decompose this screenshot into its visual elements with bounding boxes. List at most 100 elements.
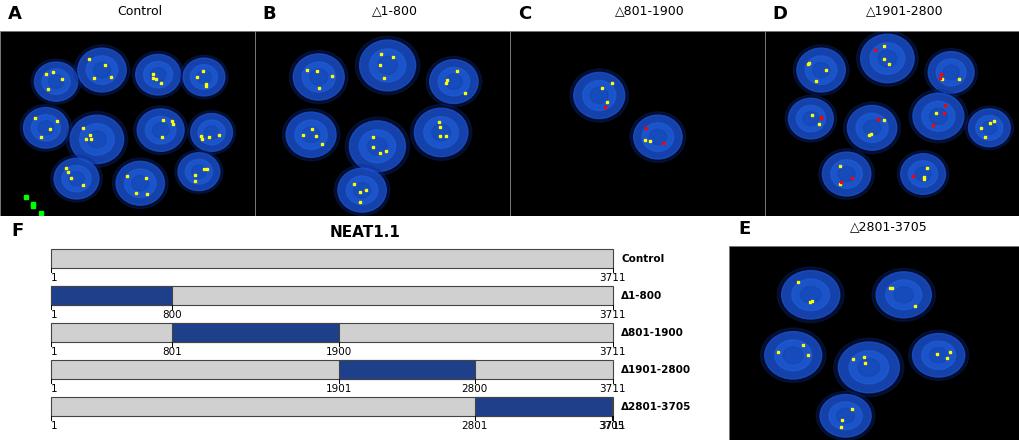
Circle shape [590,88,607,103]
Circle shape [354,183,370,198]
Circle shape [796,48,845,92]
Circle shape [943,65,958,80]
Text: △1-800: △1-800 [372,4,418,18]
Circle shape [774,340,811,371]
Circle shape [32,114,60,141]
Circle shape [20,104,71,151]
Circle shape [179,55,228,99]
Circle shape [42,69,70,95]
Circle shape [138,109,184,151]
Circle shape [183,58,225,96]
Circle shape [856,31,917,86]
Circle shape [112,158,168,209]
Text: Δ2801-3705: Δ2801-3705 [621,402,691,412]
Circle shape [116,161,164,205]
Text: D: D [772,4,787,22]
Circle shape [818,149,873,199]
Bar [51,323,612,342]
Circle shape [857,359,878,376]
Circle shape [310,69,327,85]
Circle shape [438,67,469,96]
Circle shape [884,280,921,310]
Circle shape [178,153,220,191]
Circle shape [912,93,963,139]
Circle shape [871,268,934,321]
Circle shape [146,116,175,144]
Circle shape [132,51,183,98]
Circle shape [131,176,149,191]
Circle shape [828,402,861,429]
Circle shape [642,123,673,151]
Bar [474,397,611,416]
Bar [51,286,172,305]
Circle shape [783,347,802,363]
Circle shape [429,60,478,103]
Text: 1901: 1901 [325,385,352,394]
Circle shape [935,59,965,86]
Circle shape [144,62,172,88]
Circle shape [289,51,347,103]
Circle shape [843,102,900,154]
Circle shape [833,338,903,396]
Circle shape [921,341,955,370]
Circle shape [764,332,821,379]
Circle shape [344,117,410,176]
Text: 800: 800 [162,310,181,320]
Circle shape [35,62,77,101]
Circle shape [185,159,212,184]
Circle shape [88,131,106,148]
Text: 1: 1 [51,385,58,394]
Circle shape [431,124,450,141]
Circle shape [54,158,99,199]
Text: △801-1900: △801-1900 [614,4,685,18]
Circle shape [582,81,615,110]
Circle shape [293,54,344,100]
Circle shape [781,271,839,319]
Circle shape [187,110,235,154]
Circle shape [302,62,335,92]
Circle shape [838,166,854,182]
Circle shape [369,49,406,82]
Circle shape [812,62,828,78]
Text: 3711: 3711 [599,347,626,357]
Circle shape [94,62,110,78]
Circle shape [23,107,68,148]
Circle shape [924,48,976,96]
Circle shape [355,36,420,95]
Circle shape [414,108,468,157]
Circle shape [975,116,1002,140]
Text: E: E [738,220,750,238]
Circle shape [964,106,1013,150]
Text: NEAT1.1: NEAT1.1 [329,224,399,239]
Circle shape [68,172,85,186]
Circle shape [423,117,459,148]
Circle shape [337,168,386,212]
Circle shape [70,115,123,164]
Circle shape [136,55,180,95]
Circle shape [912,334,964,377]
Circle shape [633,115,682,159]
Circle shape [877,50,896,67]
Text: 1: 1 [51,310,58,320]
Circle shape [815,391,874,440]
Circle shape [150,68,166,82]
Circle shape [198,120,225,145]
Circle shape [573,72,624,118]
Text: Δ801-1900: Δ801-1900 [621,328,684,338]
Circle shape [649,129,665,145]
Text: Control: Control [621,254,664,264]
Text: 1: 1 [51,273,58,283]
Circle shape [908,330,968,380]
Text: 1: 1 [51,347,58,357]
Text: Δ1-800: Δ1-800 [621,291,662,301]
Circle shape [796,105,824,132]
Circle shape [869,43,904,74]
Circle shape [124,169,156,198]
Text: 801: 801 [162,347,182,357]
Circle shape [848,351,888,384]
Circle shape [875,272,930,318]
Circle shape [51,155,102,202]
Circle shape [282,109,339,161]
Bar [51,286,612,305]
Circle shape [377,57,397,74]
